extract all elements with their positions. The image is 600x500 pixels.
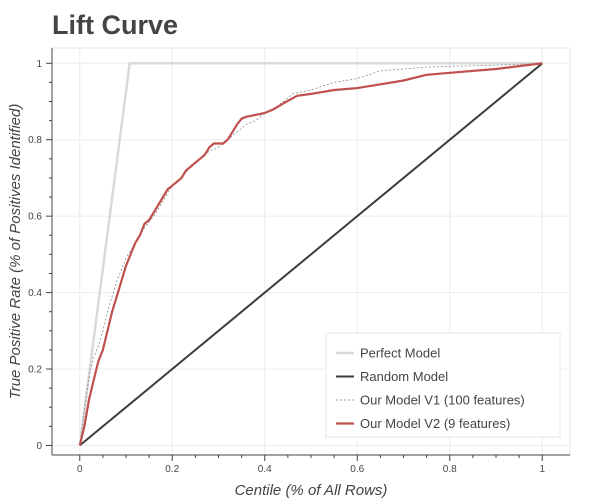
x-tick-label: 0.4 xyxy=(258,464,272,475)
legend-label: Our Model V1 (100 features) xyxy=(360,393,525,408)
x-tick-label: 0 xyxy=(77,464,83,475)
y-tick-label: 0.4 xyxy=(28,288,42,299)
legend: Perfect Model Random Model Our Model V1 (1… xyxy=(325,332,561,438)
x-tick-label: 0.8 xyxy=(443,464,457,475)
grid xyxy=(52,48,570,455)
series-line-1 xyxy=(78,62,543,446)
series-line-2 xyxy=(79,62,543,447)
ticks: 0 0.2 0.4 0.6 0.8 1 0 0.2 0.4 0.6 0.8 1 xyxy=(28,59,545,475)
y-tick-label: 1 xyxy=(36,59,42,70)
y-tick-label: 0.2 xyxy=(28,365,42,376)
legend-label: Random Model xyxy=(360,369,448,384)
legend-label: Perfect Model xyxy=(360,346,440,361)
x-tick-label: 0.6 xyxy=(350,464,364,475)
chart-title: Lift Curve xyxy=(52,10,179,40)
series-layer xyxy=(78,62,543,447)
legend-box xyxy=(325,332,561,438)
y-axis-label: True Positive Rate (% of Positives Ident… xyxy=(7,104,24,400)
series-line-3 xyxy=(79,62,543,446)
x-tick-label: 0.2 xyxy=(165,464,179,475)
y-tick-label: 0.6 xyxy=(28,212,42,223)
x-tick-label: 1 xyxy=(539,464,545,475)
y-tick-label: 0.8 xyxy=(28,135,42,146)
y-tick-label: 0 xyxy=(36,441,42,452)
legend-label: Our Model V2 (9 features) xyxy=(360,416,510,431)
series-line-4 xyxy=(78,62,543,446)
x-axis-label: Centile (% of All Rows) xyxy=(235,482,388,499)
